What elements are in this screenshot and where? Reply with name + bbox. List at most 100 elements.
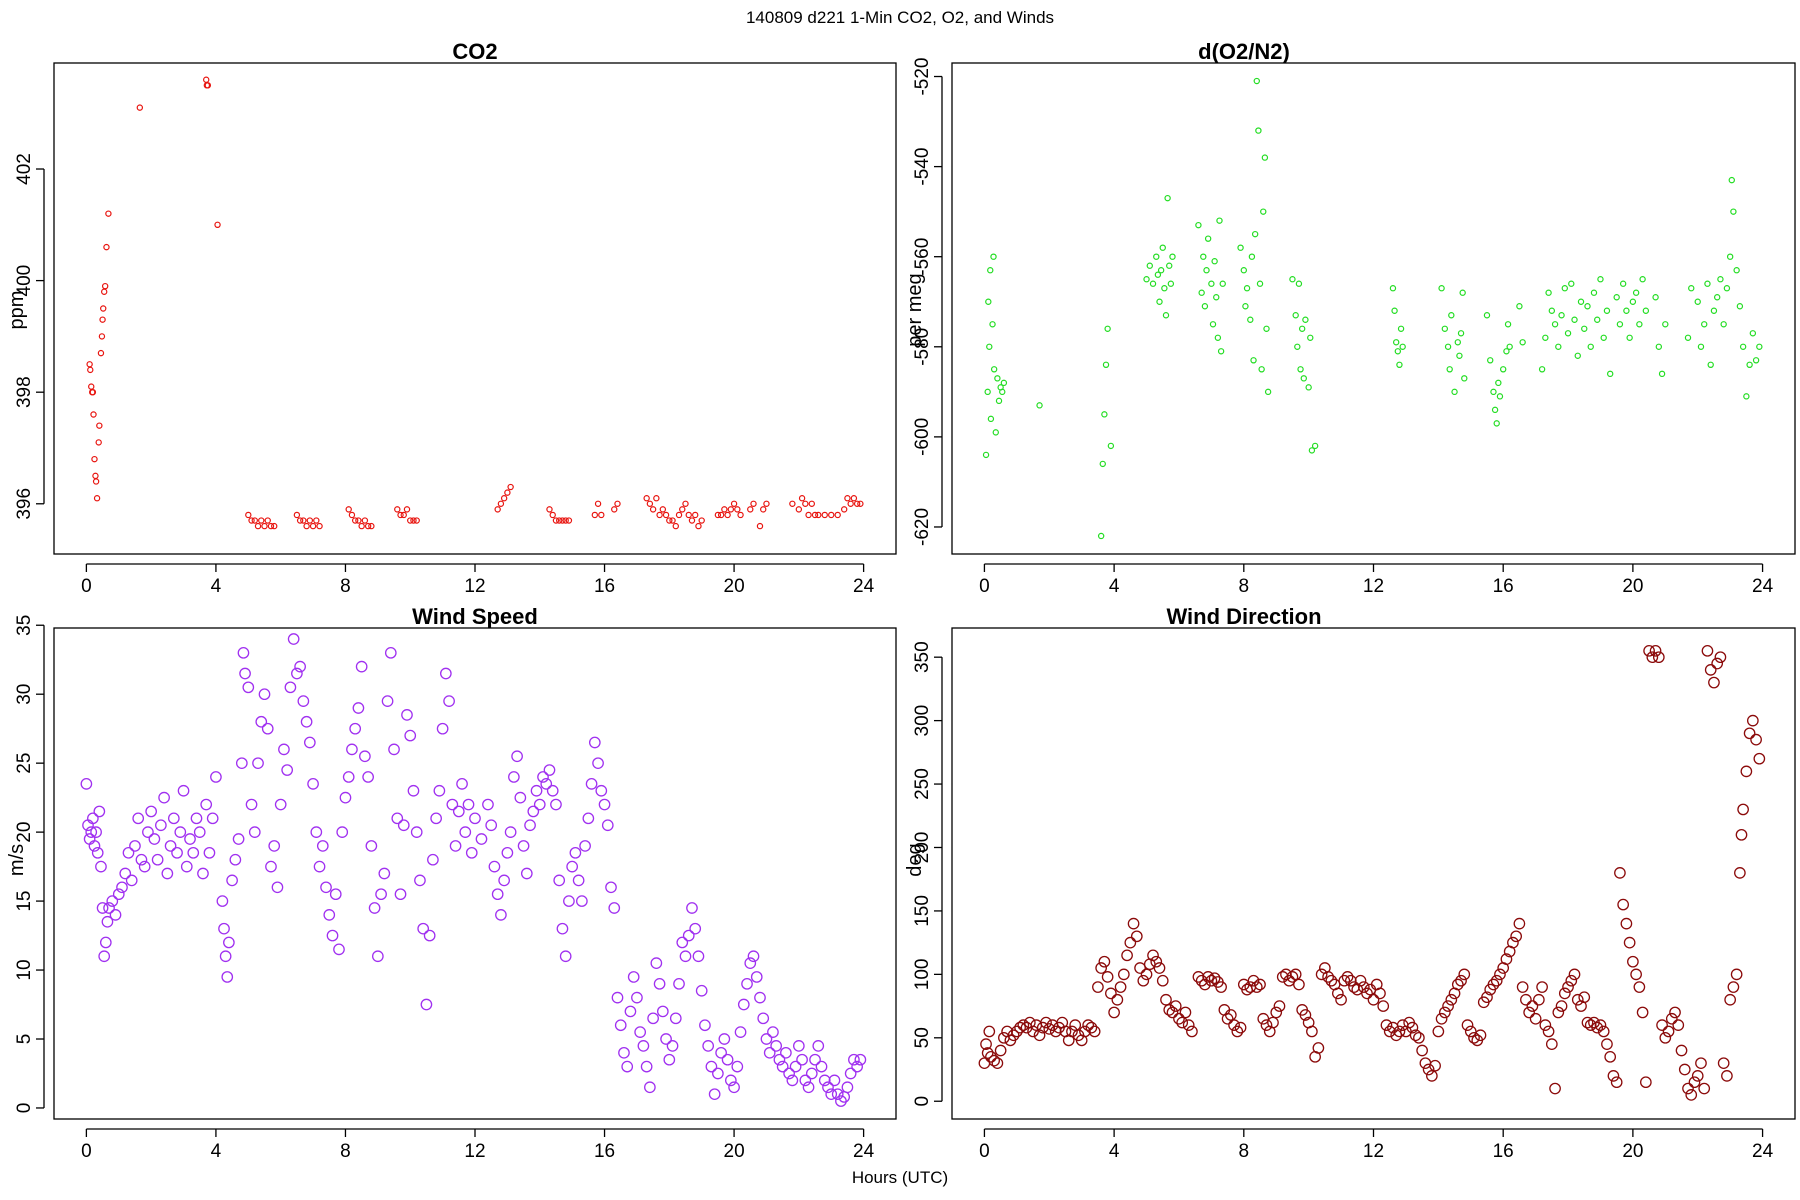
wind-speed-data-point bbox=[313, 860, 326, 873]
wind-speed-data-point bbox=[291, 667, 303, 680]
o2-n2-data-point bbox=[1603, 307, 1611, 314]
wind-speed-data-point bbox=[336, 826, 349, 838]
wind-speed-data-point bbox=[576, 895, 588, 907]
wind-speed-data-point bbox=[190, 812, 203, 825]
co2-data-point bbox=[808, 500, 816, 507]
wind-direction-data-point bbox=[983, 1025, 996, 1038]
o2-n2-data-point bbox=[1099, 460, 1106, 468]
wind-speed-y-tick-label: 15 bbox=[14, 891, 35, 912]
wind-speed-data-point bbox=[504, 826, 517, 838]
wind-direction-data-point bbox=[1458, 968, 1471, 981]
co2-plot-frame bbox=[53, 62, 897, 555]
o2-n2-x-tick-label: 24 bbox=[1752, 576, 1774, 597]
o2-n2-data-point bbox=[1733, 267, 1740, 274]
co2-data-point bbox=[313, 517, 320, 524]
wind-direction-data-point bbox=[1250, 981, 1263, 993]
wind-speed-data-point bbox=[595, 784, 608, 797]
co2-x-tick-label: 16 bbox=[594, 576, 615, 597]
wind-direction-data-point bbox=[1730, 968, 1743, 981]
o2-n2-data-point bbox=[1166, 262, 1173, 269]
o2-n2-data-point bbox=[1167, 280, 1175, 287]
o2-n2-data-point bbox=[1623, 307, 1630, 314]
co2-data-point bbox=[656, 511, 663, 519]
o2-n2-data-point bbox=[1688, 285, 1695, 292]
wind-direction-data-point bbox=[1173, 1012, 1185, 1025]
wind-direction-data-point bbox=[1727, 981, 1740, 993]
o2-n2-data-point bbox=[1639, 276, 1646, 283]
wind-speed-data-point bbox=[95, 860, 107, 873]
co2-data-point bbox=[267, 522, 275, 530]
co2-data-point bbox=[251, 517, 258, 524]
wind-speed-data-point bbox=[831, 1088, 844, 1101]
wind-speed-data-point bbox=[465, 846, 478, 859]
o2-n2-data-point bbox=[1636, 321, 1643, 328]
co2-data-point bbox=[805, 511, 812, 519]
co2-data-point bbox=[556, 517, 563, 524]
wind-direction-data-point bbox=[1743, 727, 1756, 740]
o2-n2-data-point bbox=[1597, 276, 1604, 283]
co2-data-point bbox=[410, 517, 417, 524]
wind-speed-data-point bbox=[585, 778, 598, 790]
o2-n2-data-point bbox=[1459, 289, 1466, 296]
o2-n2-data-point bbox=[1214, 334, 1222, 341]
o2-n2-data-point bbox=[1538, 366, 1546, 373]
wind-speed-data-point bbox=[640, 1060, 653, 1073]
o2-n2-data-point bbox=[1516, 303, 1523, 310]
wind-speed-data-point bbox=[404, 729, 417, 742]
o2-n2-data-point bbox=[1394, 348, 1402, 355]
wind-direction-y-tick-label: 350 bbox=[912, 641, 933, 673]
wind-direction-data-point bbox=[1614, 867, 1626, 879]
wind-speed-data-point bbox=[828, 1074, 841, 1087]
wind-direction-data-point bbox=[1591, 1021, 1604, 1034]
wind-speed-data-point bbox=[786, 1074, 799, 1087]
wind-speed-data-point bbox=[514, 791, 527, 804]
wind-speed-data-point bbox=[750, 971, 763, 983]
co2-data-point bbox=[840, 506, 848, 513]
co2-y-tick-label: 396 bbox=[14, 488, 35, 520]
wind-direction-data-point bbox=[1552, 1006, 1565, 1019]
wind-speed-data-point bbox=[627, 971, 640, 983]
wind-direction-data-point bbox=[1085, 1021, 1098, 1034]
o2-n2-data-point bbox=[1156, 298, 1163, 305]
wind-speed-data-point bbox=[221, 971, 234, 983]
wind-direction-data-point bbox=[1724, 993, 1737, 1006]
wind-direction-data-point bbox=[1558, 987, 1571, 1000]
wind-speed-data-point bbox=[634, 1026, 647, 1038]
wind-speed-data-point bbox=[456, 778, 468, 790]
co2-data-point bbox=[348, 511, 356, 519]
wind-speed-data-point bbox=[339, 791, 352, 804]
wind-speed-data-point bbox=[125, 874, 138, 887]
o2-n2-data-point bbox=[1564, 330, 1572, 337]
wind-speed-data-point bbox=[90, 826, 102, 838]
o2-n2-data-point bbox=[1752, 357, 1760, 364]
o2-n2-data-point bbox=[1616, 321, 1624, 328]
wind-direction-data-point bbox=[1468, 1031, 1480, 1044]
co2-data-point bbox=[594, 500, 602, 507]
wind-direction-data-point bbox=[1179, 1006, 1192, 1019]
wind-speed-data-point bbox=[174, 826, 187, 838]
co2-data-point bbox=[87, 366, 94, 374]
wind-direction-data-point bbox=[1306, 1025, 1318, 1038]
wind-direction-data-point bbox=[1117, 968, 1130, 981]
wind-direction-data-point bbox=[1140, 968, 1153, 981]
o2-n2-data-point bbox=[1448, 312, 1455, 319]
wind-speed-data-point bbox=[242, 681, 255, 694]
wind-speed-data-point bbox=[378, 867, 391, 880]
wind-direction-data-point bbox=[1685, 1089, 1698, 1101]
wind-direction-y-tick-label: 100 bbox=[912, 959, 933, 991]
co2-data-point bbox=[724, 511, 731, 519]
wind-speed-data-point bbox=[699, 1019, 711, 1032]
figure-title: 140809 d221 1-Min CO2, O2, and Winds bbox=[746, 8, 1054, 27]
o2-n2-data-point bbox=[1305, 384, 1312, 391]
wind-direction-data-point bbox=[1396, 1019, 1409, 1031]
wind-speed-data-point bbox=[598, 798, 611, 811]
co2-y-axis-label: ppm bbox=[6, 291, 28, 330]
wind-direction-data-point bbox=[1578, 991, 1591, 1004]
o2-n2-data-point bbox=[1555, 343, 1562, 350]
wind-speed-data-point bbox=[203, 846, 216, 859]
wind-direction-data-point bbox=[1007, 1029, 1020, 1042]
wind-direction-data-point bbox=[1513, 917, 1526, 930]
o2-n2-data-point bbox=[1036, 402, 1043, 409]
wind-speed-data-point bbox=[773, 1053, 786, 1066]
wind-speed-data-point bbox=[822, 1081, 834, 1094]
